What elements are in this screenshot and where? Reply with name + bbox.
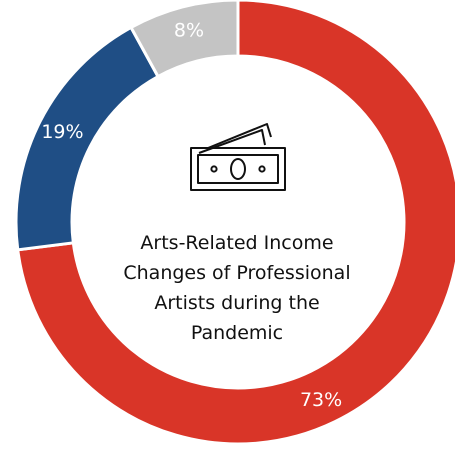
slice-label-19: 19% (41, 121, 83, 143)
slice-label-73: 73% (300, 389, 342, 411)
money-bills-icon (190, 123, 286, 191)
donut-slice-19 (14, 25, 161, 252)
chart-title-line-2: Changes of Professional (123, 262, 350, 284)
donut-slice-73 (16, 0, 455, 446)
slice-labels-layer: 73% 19% 8% (41, 20, 342, 411)
slice-label-8: 8% (174, 20, 204, 42)
slices-layer (14, 0, 455, 446)
donut-slice-8 (129, 0, 240, 79)
chart-title-line-4: Pandemic (191, 322, 283, 344)
chart-title-line-1: Arts-Related Income (140, 232, 333, 254)
chart-title-line-3: Artists during the (154, 292, 319, 314)
chart-title: Arts-Related Income Changes of Professio… (123, 232, 350, 344)
